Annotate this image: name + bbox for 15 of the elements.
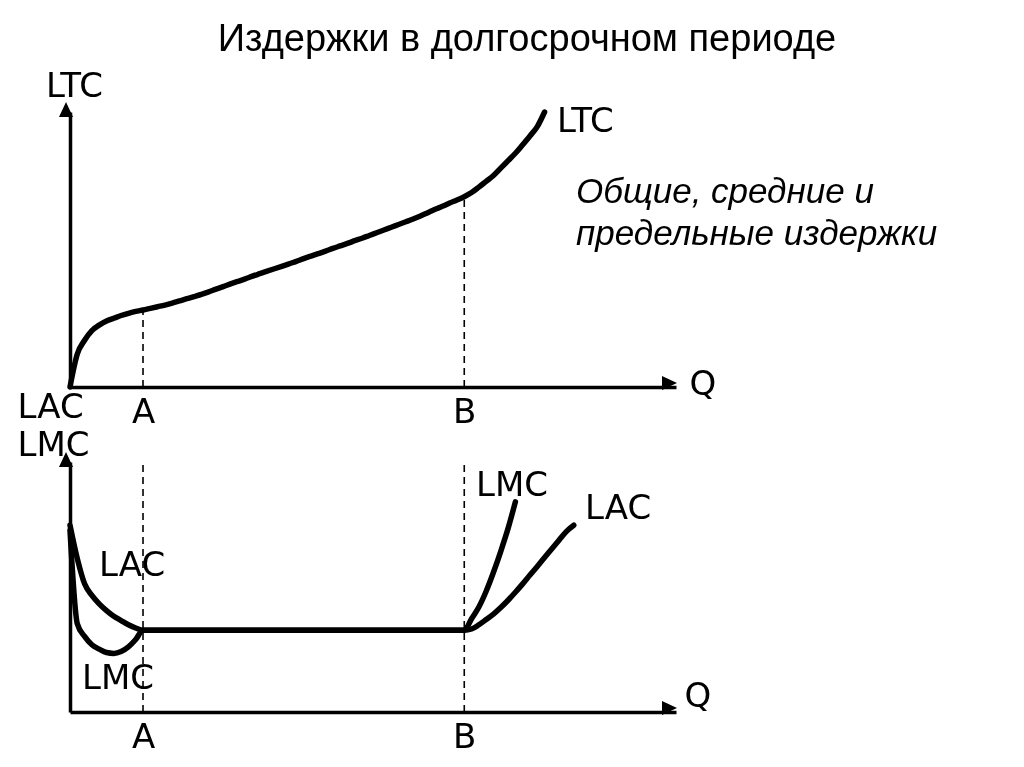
- x-tick-label: B: [453, 390, 477, 431]
- series-label: LTC: [557, 100, 615, 140]
- annotation: Общие, средние и предельные издержки: [576, 170, 939, 254]
- series-label: LMC: [82, 657, 155, 697]
- text: LMC: [476, 464, 549, 504]
- chart-title: Издержки в долгосрочном периоде: [216, 16, 838, 60]
- x-tick-label: A: [132, 390, 156, 431]
- y-axis-title: LAC LMC: [17, 385, 90, 464]
- series-label: LAC: [585, 487, 652, 527]
- y-axis-title: LTC: [46, 64, 104, 105]
- x-tick-label: B: [453, 715, 477, 756]
- x-axis-title: Q: [689, 362, 717, 403]
- text: LAC: [99, 544, 166, 584]
- x-axis-title: Q: [684, 674, 712, 715]
- x-tick-label: A: [132, 715, 156, 756]
